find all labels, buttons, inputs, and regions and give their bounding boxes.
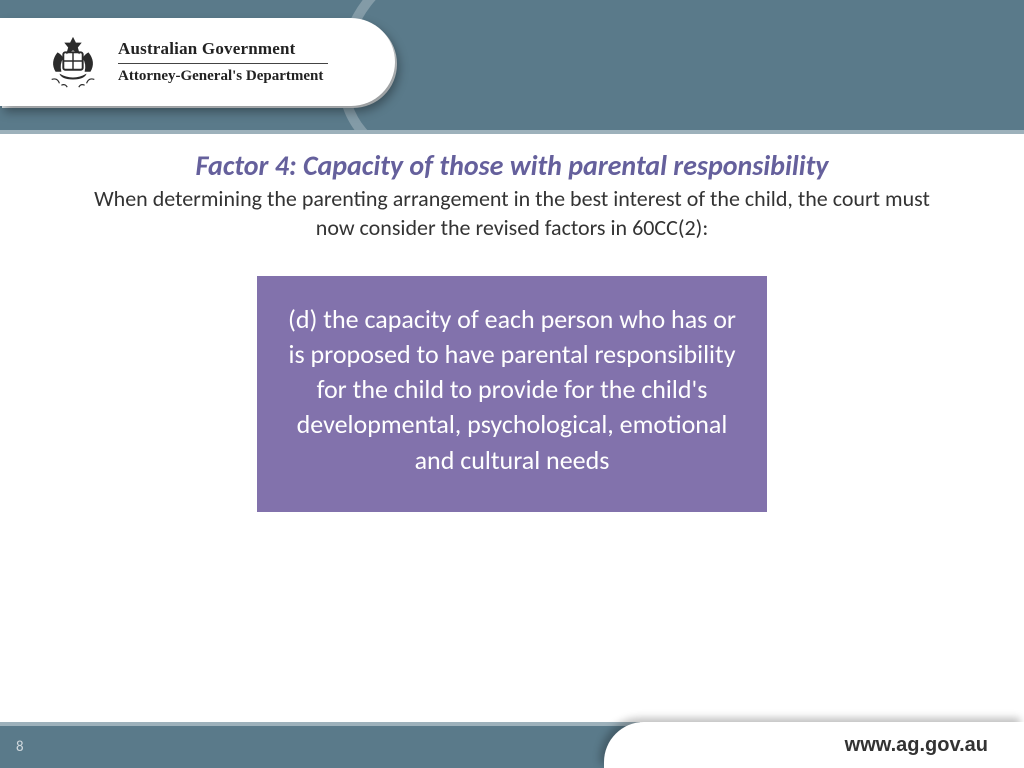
slide-content: Factor 4: Capacity of those with parenta… bbox=[0, 148, 1024, 512]
footer-left-bar: 8 bbox=[0, 722, 640, 768]
slide-subtitle: When determining the parenting arrangeme… bbox=[82, 185, 942, 242]
coat-of-arms-icon bbox=[42, 31, 104, 93]
callout-box: (d) the capacity of each person who has … bbox=[257, 276, 767, 511]
org-name-line2: Attorney-General's Department bbox=[118, 68, 328, 85]
logo-text-block: Australian Government Attorney-General's… bbox=[118, 39, 328, 85]
footer-right-pill: www.ag.gov.au bbox=[604, 722, 1024, 768]
footer-band: 8 www.ag.gov.au bbox=[0, 722, 1024, 768]
logo-pill: Australian Government Attorney-General's… bbox=[0, 18, 395, 106]
org-name-line1: Australian Government bbox=[118, 39, 328, 59]
slide-title: Factor 4: Capacity of those with parenta… bbox=[80, 148, 944, 183]
logo-divider bbox=[118, 63, 328, 64]
footer-url: www.ag.gov.au bbox=[845, 734, 988, 757]
page-number: 8 bbox=[16, 738, 24, 756]
header-band: Australian Government Attorney-General's… bbox=[0, 0, 1024, 130]
